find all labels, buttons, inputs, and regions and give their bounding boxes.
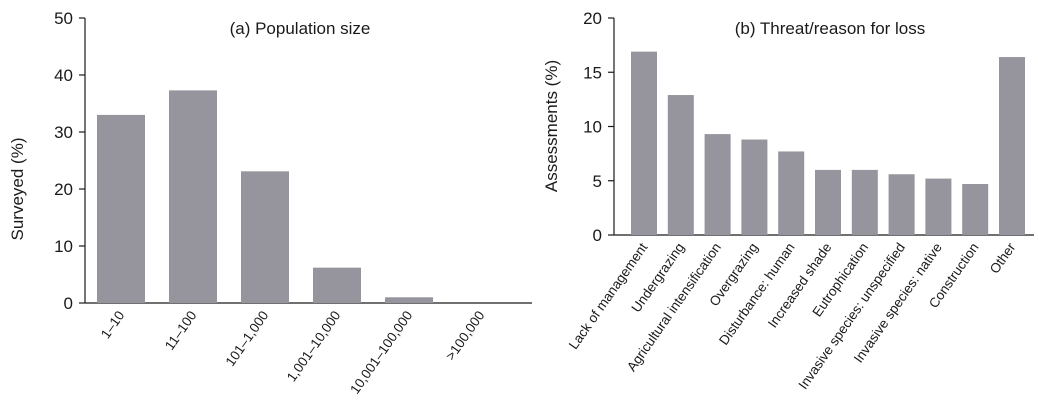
chart-b-bar [631, 51, 657, 236]
chart-a-bar [169, 90, 217, 303]
chart-b-bar [667, 95, 694, 235]
chart-b-y-tick-label: 10 [583, 118, 602, 137]
chart-b-y-tick-label: 5 [593, 172, 602, 191]
chart-b-title: (b) Threat/reason for loss [735, 19, 926, 38]
chart-b-bar [999, 57, 1025, 236]
chart-a-bar [385, 297, 433, 303]
chart-a-y-tick-label: 0 [64, 294, 73, 313]
chart-b-bar [741, 139, 768, 235]
chart-a-y-axis-label: Surveyed (%) [8, 138, 27, 241]
chart-a-category-label: >100,000 [443, 308, 488, 363]
chart-b-y-axis-label: Assessments (%) [542, 60, 561, 192]
chart-a-category-label: 11–100 [162, 308, 200, 353]
chart-a-bar [97, 114, 145, 304]
chart-b-category-label: Other [987, 240, 1019, 277]
chart-b-y-tick-label: 0 [593, 226, 602, 245]
chart-a-category-label: 10,001–100,000 [347, 308, 415, 397]
chart-b-bar [851, 169, 878, 235]
chart-b-bar [815, 169, 841, 235]
chart-b-y-tick-label: 15 [583, 63, 602, 82]
chart-a-category-label: 101–1,000 [223, 308, 272, 369]
chart-b-bar [888, 174, 915, 235]
chart-a-bar [313, 267, 361, 303]
chart-a-y-tick-label: 30 [54, 123, 73, 142]
chart-a-title: (a) Population size [230, 19, 371, 38]
chart-a-y-tick-label: 10 [54, 237, 73, 256]
chart-a-bar [241, 171, 289, 303]
chart-b-bar [962, 184, 989, 235]
chart-threat-reason: (b) Threat/reason for loss Assessments (… [542, 9, 1034, 392]
chart-a-y-tick-label: 20 [54, 180, 73, 199]
chart-b-bar [925, 178, 952, 235]
chart-b-bar [778, 151, 805, 235]
chart-b-bar [704, 134, 731, 235]
chart-population-size: (a) Population size Surveyed (%) 0 10 20 30… [8, 9, 532, 397]
chart-a-y-tick-label: 40 [54, 66, 73, 85]
chart-a-category-label: 1–10 [98, 308, 128, 341]
chart-b-y-tick-label: 20 [583, 9, 602, 28]
chart-a-y-tick-label: 50 [54, 9, 73, 28]
chart-a-category-label: 1,001–10,000 [284, 308, 344, 384]
